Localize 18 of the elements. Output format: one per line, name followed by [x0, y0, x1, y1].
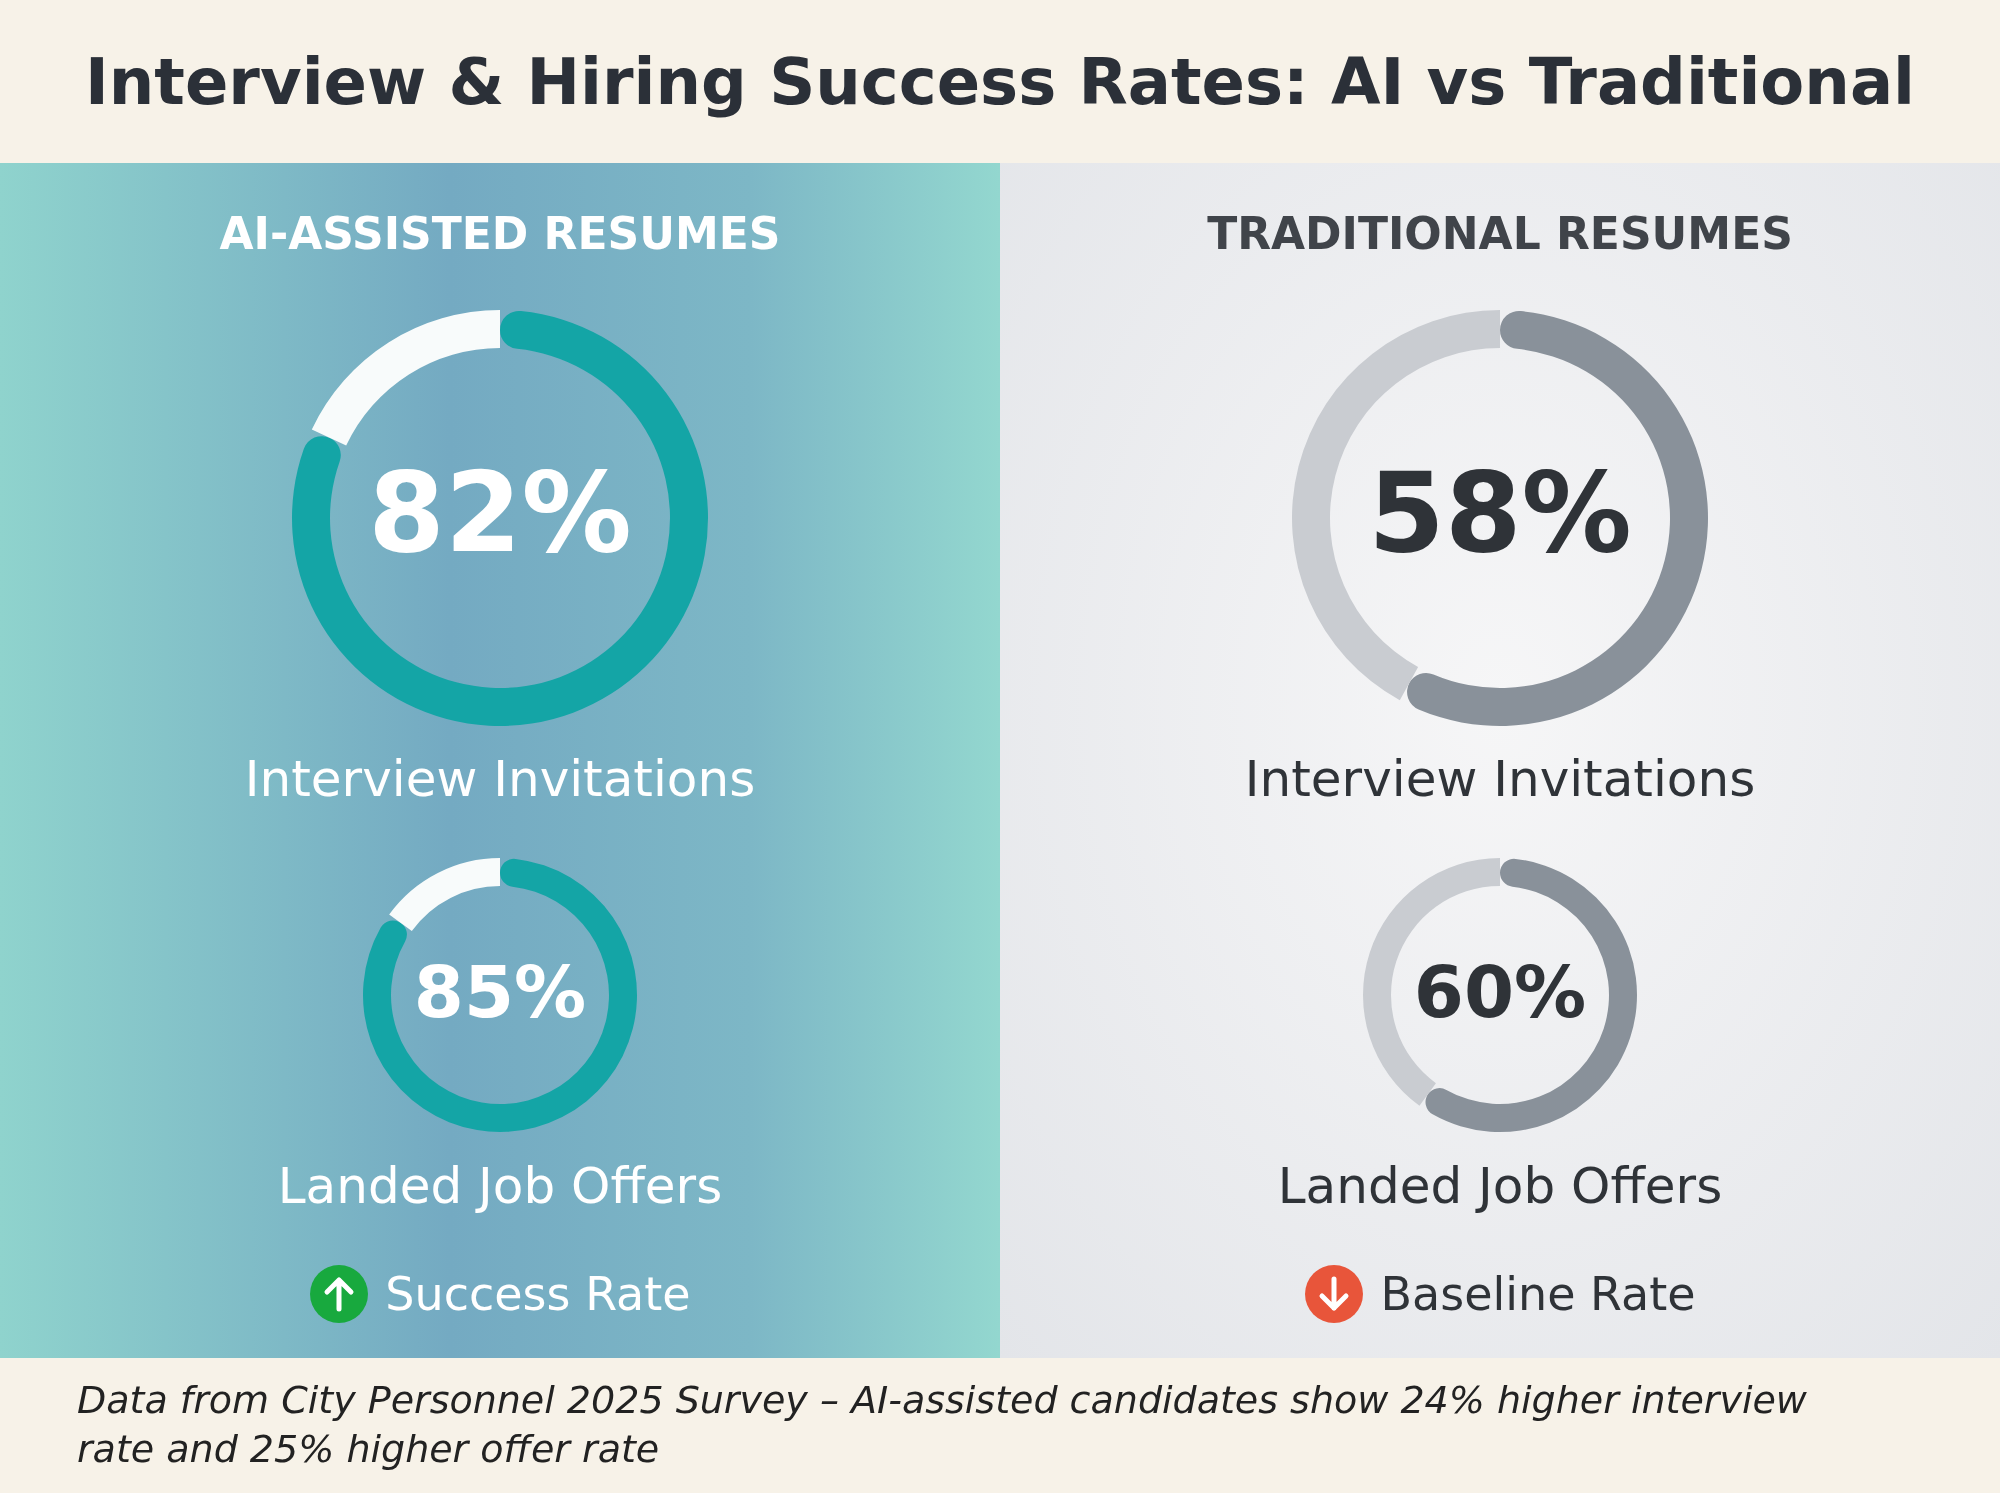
data-label: 58% — [1368, 449, 1632, 577]
donut-slice — [292, 310, 708, 726]
donut-slice — [311, 310, 500, 446]
chart-subtitle: AI-ASSISTED RESUMES — [219, 208, 781, 259]
text: Interview & Hiring Success Rates: AI vs Traditional — [84, 44, 1916, 119]
donut-slice — [363, 858, 637, 1132]
data-label: 82% — [368, 449, 632, 577]
slice-label: Interview Invitations — [1244, 750, 1756, 808]
text: Success Rate — [385, 1267, 691, 1321]
data-label: 85% — [413, 950, 587, 1034]
donut-slice — [389, 858, 500, 931]
slice-label: Interview Invitations — [244, 750, 756, 808]
slice-label: Landed Job Offers — [1277, 1157, 1723, 1215]
text: Data from City Personnel 2025 Survey – AI-assisted candidates show 24% higher interview rate and 25% higher offer rate — [77, 1377, 1808, 1473]
slice-label: Landed Job Offers — [277, 1157, 723, 1215]
text: Baseline Rate — [1380, 1267, 1696, 1321]
chart-subtitle: TRADITIONAL RESUMES — [1207, 208, 1793, 259]
data-label: 60% — [1413, 950, 1587, 1034]
